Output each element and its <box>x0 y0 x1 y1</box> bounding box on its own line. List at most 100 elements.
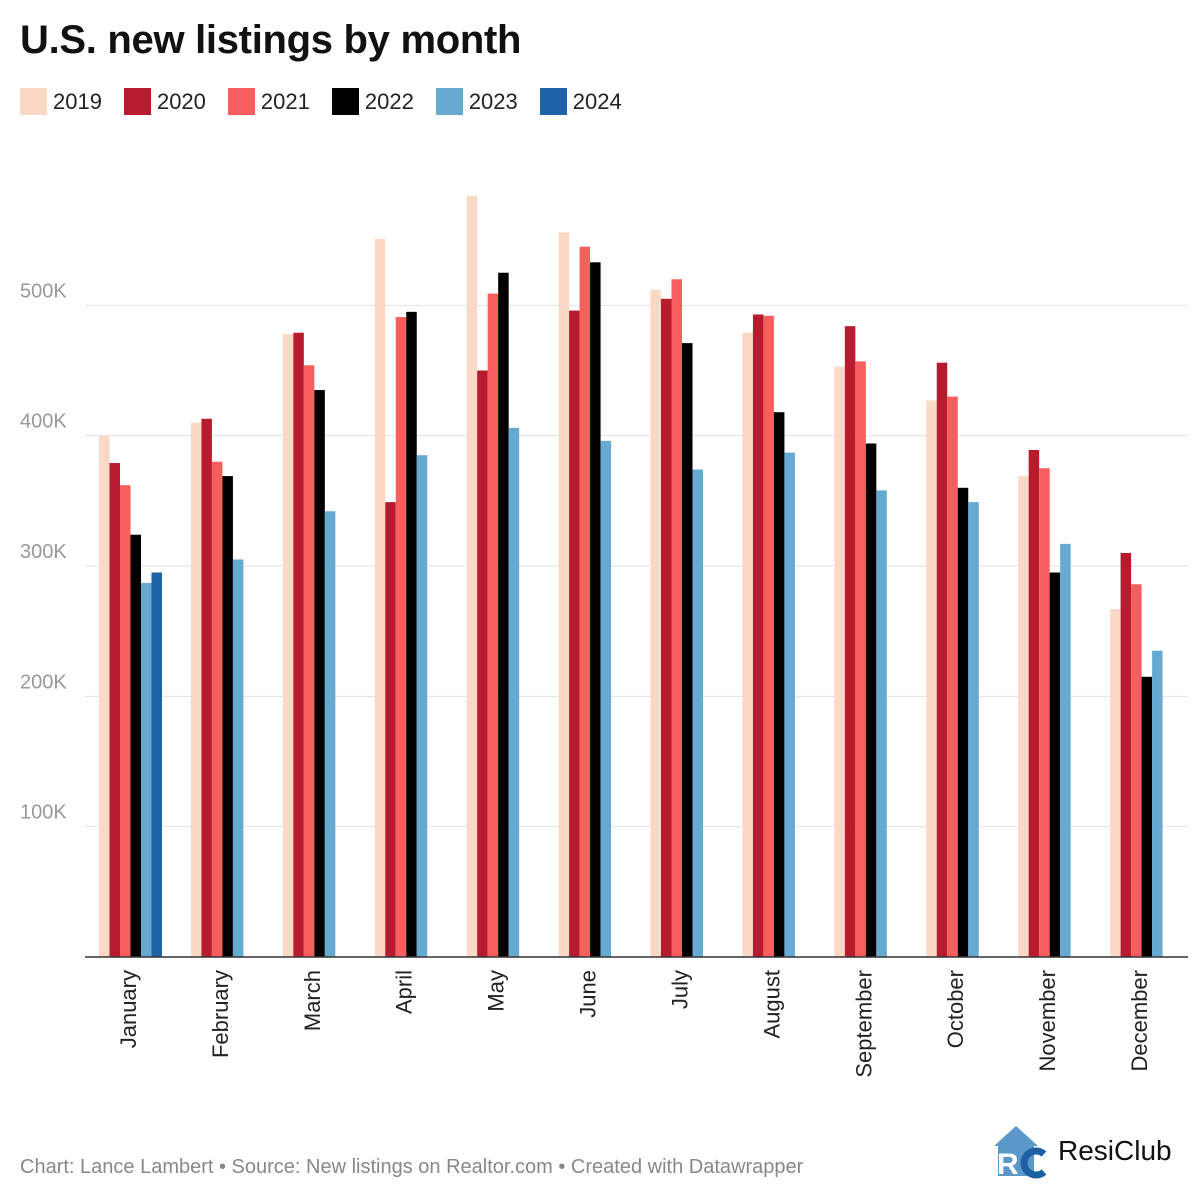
bar-2023-september <box>876 490 887 957</box>
bar-2022-august <box>773 412 785 957</box>
bar-2020-january <box>109 463 120 957</box>
x-tick-label: August <box>759 970 784 1039</box>
bar-2022-february <box>222 476 233 957</box>
bar-2021-august <box>763 315 774 957</box>
x-tick-label: April <box>392 970 417 1014</box>
legend-item-2020: 2020 <box>123 88 206 115</box>
bar-2021-june <box>579 246 591 957</box>
bar-2021-december <box>1131 584 1142 957</box>
legend-swatch-2023 <box>435 88 463 115</box>
bar-2021-january <box>120 485 131 957</box>
x-tick-label: September <box>851 970 876 1078</box>
bar-2020-february <box>201 418 212 957</box>
legend: 2019 2020 2021 2022 2023 2024 <box>20 88 644 115</box>
brand: R ResiClub <box>990 1122 1172 1180</box>
x-tick-label: June <box>576 970 601 1018</box>
legend-item-2023: 2023 <box>435 88 518 115</box>
bar-2020-december <box>1120 552 1132 957</box>
svg-text:R: R <box>997 1148 1019 1180</box>
legend-swatch-2020 <box>123 88 151 115</box>
x-tick-label: October <box>943 970 968 1048</box>
brand-name: ResiClub <box>1058 1135 1172 1166</box>
bar-2019-june <box>558 232 570 957</box>
legend-swatch-2021 <box>227 88 255 115</box>
legend-item-2019: 2019 <box>20 88 102 115</box>
bar-2020-july <box>661 298 672 958</box>
bar-2020-november <box>1028 450 1040 957</box>
bar-2023-may <box>508 427 520 957</box>
bar-2019-september <box>834 366 845 958</box>
bar-2020-may <box>477 370 488 957</box>
y-tick-label: 500K <box>20 280 67 302</box>
bar-2021-november <box>1039 468 1050 957</box>
x-tick-label: January <box>116 970 141 1048</box>
x-tick-label: July <box>667 970 692 1009</box>
bar-2023-january <box>141 582 152 957</box>
bars <box>99 195 1163 958</box>
bar-2023-march <box>324 511 336 957</box>
y-tick-label: 200K <box>20 671 67 693</box>
legend-item-2022: 2022 <box>331 88 414 115</box>
bar-2019-march <box>282 334 294 957</box>
bar-2019-april <box>374 238 386 957</box>
bar-2020-september <box>844 326 856 958</box>
legend-label-2021: 2021 <box>260 88 310 114</box>
bar-2022-april <box>406 311 417 958</box>
bar-2021-april <box>395 317 407 957</box>
legend-swatch-2024 <box>539 88 567 115</box>
bar-chart: 100K 200K 300K 400K 500K January February March… <box>20 195 1188 1078</box>
bar-2020-august <box>752 314 764 957</box>
bar-2020-june <box>569 310 580 958</box>
bar-2022-july <box>682 343 693 957</box>
legend-swatch-2019 <box>20 88 47 115</box>
bar-2022-march <box>314 390 325 957</box>
bar-2021-march <box>303 365 315 958</box>
bar-2021-september <box>855 361 866 957</box>
x-tick-label: March <box>300 970 325 1031</box>
bar-2019-january <box>99 435 110 958</box>
bar-2024-january <box>151 572 162 957</box>
axes: 100K 200K 300K 400K 500K January February March… <box>20 280 1188 1078</box>
legend-label-2022: 2022 <box>364 88 414 114</box>
bar-2022-june <box>590 262 601 957</box>
bar-2020-april <box>385 502 396 957</box>
bar-2021-october <box>947 396 958 958</box>
bar-2023-august <box>784 452 795 957</box>
bar-2019-august <box>742 332 753 957</box>
legend-label-2019: 2019 <box>53 88 102 114</box>
bar-2022-december <box>1141 676 1153 957</box>
bar-2019-may <box>466 195 478 957</box>
x-tick-label: February <box>208 970 233 1058</box>
legend-label-2024: 2024 <box>572 88 622 114</box>
bar-2023-october <box>968 502 979 957</box>
bar-2023-november <box>1060 543 1071 957</box>
legend-item-2021: 2021 <box>227 88 310 115</box>
legend-label-2020: 2020 <box>156 88 206 114</box>
bar-2020-october <box>936 362 948 957</box>
bar-2021-february <box>211 461 223 957</box>
bar-2022-january <box>130 534 141 957</box>
y-tick-label: 300K <box>20 541 67 563</box>
bar-2022-november <box>1049 572 1061 957</box>
bar-2019-november <box>1018 476 1029 957</box>
y-tick-label: 400K <box>20 411 67 433</box>
bar-2021-july <box>671 279 682 957</box>
legend-label-2023: 2023 <box>468 88 518 114</box>
source-footer: Chart: Lance Lambert • Source: New listi… <box>20 1156 804 1178</box>
x-tick-label: November <box>1035 970 1060 1071</box>
bar-2023-april <box>416 455 428 957</box>
resiclub-logo-icon: R <box>994 1126 1047 1180</box>
y-tick-label: 100K <box>20 802 67 824</box>
bar-2020-march <box>293 332 304 957</box>
bar-2021-may <box>487 293 499 957</box>
bar-2022-may <box>498 272 509 957</box>
legend-item-2024: 2024 <box>539 88 622 115</box>
x-tick-label: December <box>1127 970 1152 1071</box>
bar-2022-october <box>957 487 969 957</box>
bar-2019-july <box>650 289 661 957</box>
legend-swatch-2022 <box>331 88 359 115</box>
bar-2019-october <box>926 400 937 957</box>
bar-2022-september <box>865 443 877 957</box>
x-tick-label: May <box>484 970 509 1012</box>
bar-2019-december <box>1110 609 1121 957</box>
